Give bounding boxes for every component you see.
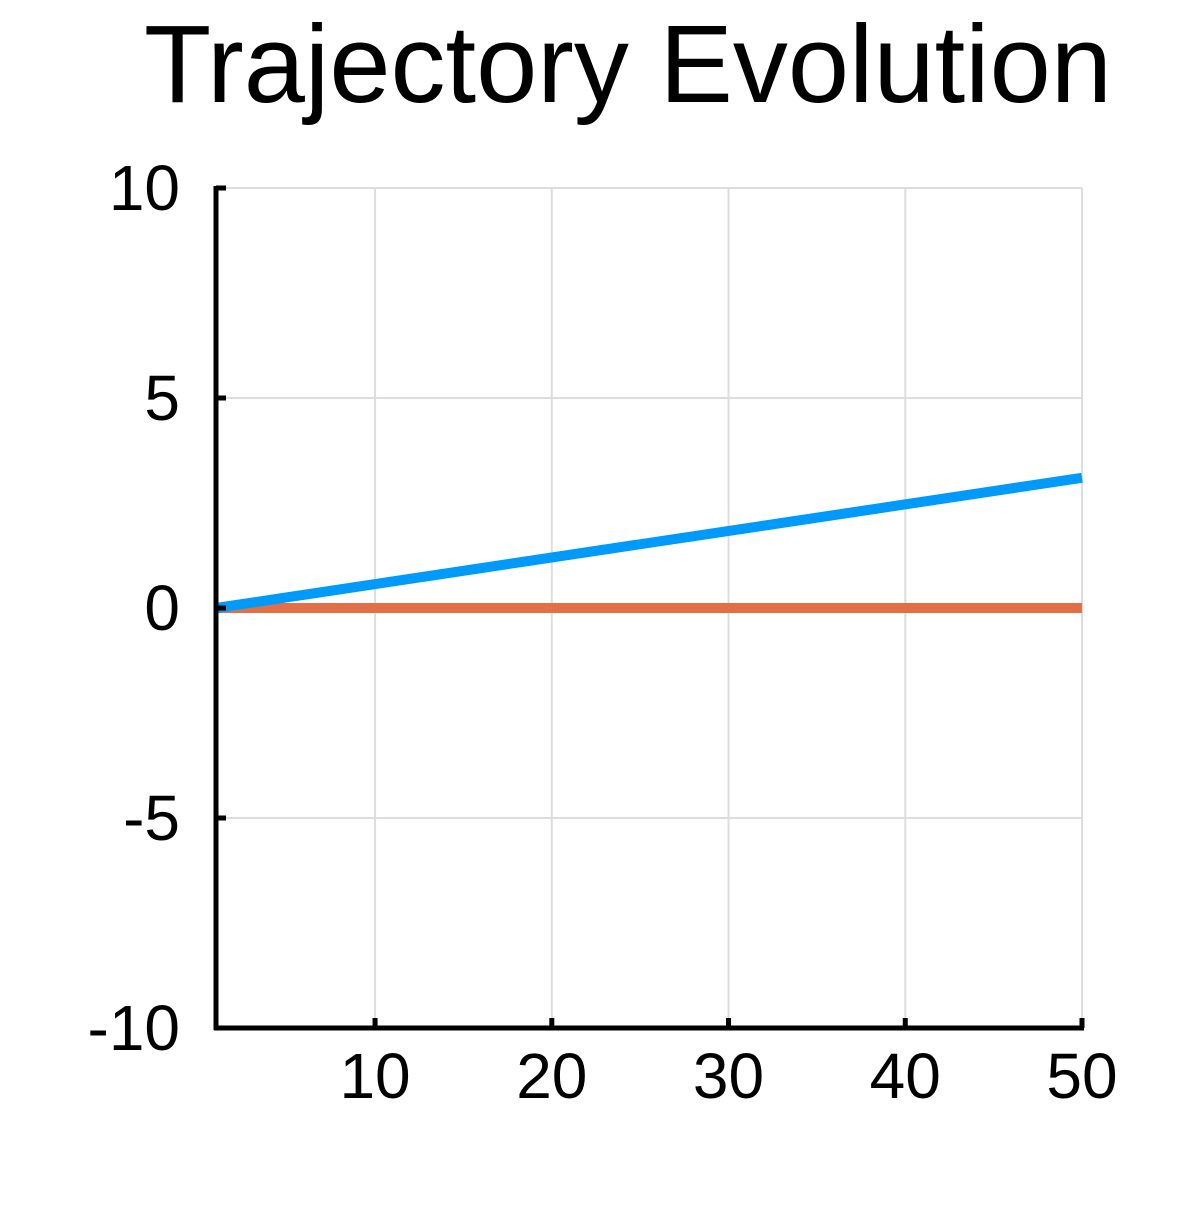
y-tick-label-3: -5 <box>123 782 180 854</box>
chart-title: Trajectory Evolution <box>144 3 1112 126</box>
x-tick-label-3: 40 <box>870 1040 941 1112</box>
y-tick-label-2: 0 <box>144 572 180 644</box>
series-layer <box>215 472 1083 613</box>
x-tick-label-4: 50 <box>1046 1040 1117 1112</box>
y-tick-label-1: 5 <box>144 362 180 434</box>
y-tick-label-4: -10 <box>88 992 181 1064</box>
x-tick-label-0: 10 <box>339 1040 410 1112</box>
x-tick-label-2: 30 <box>693 1040 764 1112</box>
x-tick-label-1: 20 <box>516 1040 587 1112</box>
series-line-0 <box>215 472 1083 613</box>
y-tick-label-0: 10 <box>109 152 180 224</box>
axes <box>213 185 1085 1031</box>
